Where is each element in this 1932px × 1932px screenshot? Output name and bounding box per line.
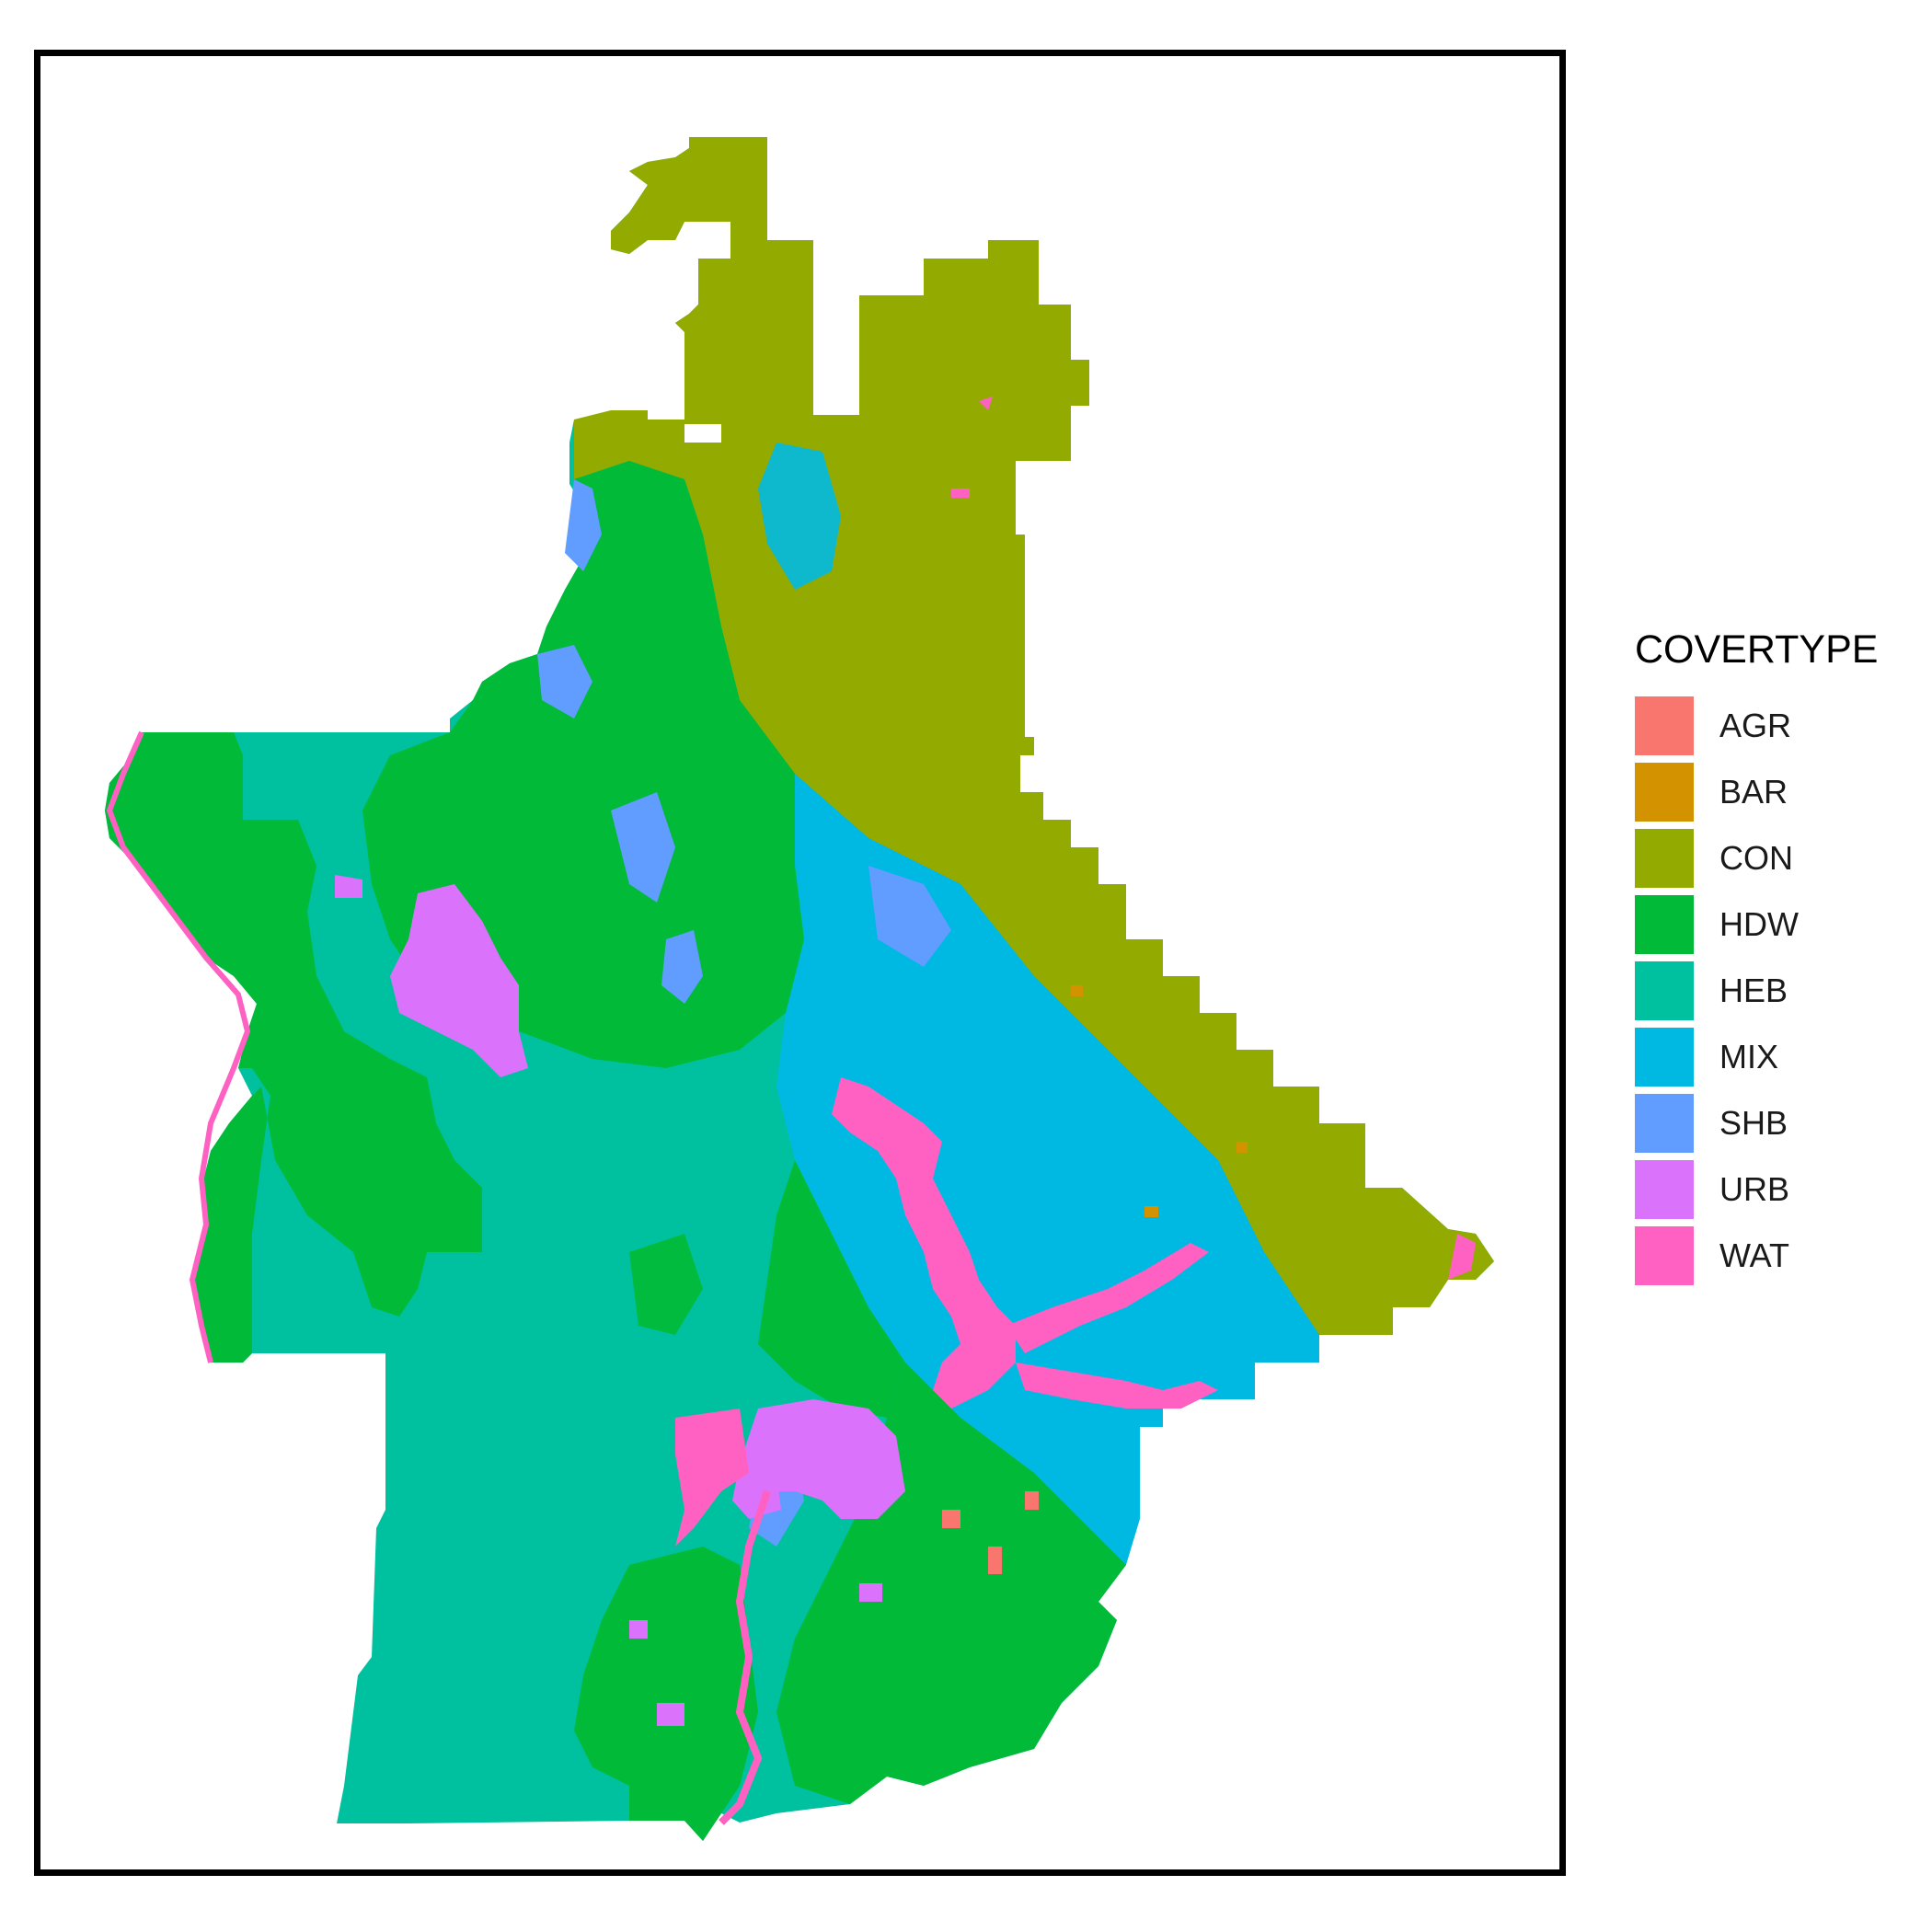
region-wat-lake (832, 1077, 1016, 1409)
legend-swatch (1633, 893, 1696, 956)
legend-label: SHB (1719, 1104, 1788, 1142)
legend-swatch (1633, 1158, 1696, 1221)
map-panel (34, 50, 1566, 1876)
region-bar-3 (1236, 1142, 1248, 1153)
region-shb-3 (611, 792, 675, 903)
legend-item-shb: SHB (1633, 1090, 1918, 1156)
legend-item-bar: BAR (1633, 759, 1918, 825)
region-bar-1 (1144, 1206, 1158, 1217)
region-shb-4 (868, 866, 951, 967)
legend-swatch (1633, 761, 1696, 823)
legend-item-heb: HEB (1633, 958, 1918, 1024)
region-wat-north-2 (951, 489, 970, 498)
region-shb-6 (661, 930, 703, 1004)
region-hdw-central (758, 1160, 905, 1418)
region-hdw-mid (629, 1234, 703, 1335)
region-hdw-west (105, 732, 482, 1363)
legend-item-hdw: HDW (1633, 891, 1918, 958)
legend-item-con: CON (1633, 825, 1918, 891)
region-hdw-south (574, 1547, 758, 1841)
region-wat-east (1448, 1234, 1476, 1280)
legend-item-urb: URB (1633, 1156, 1918, 1223)
legend-label: WAT (1719, 1236, 1789, 1274)
legend-item-mix: MIX (1633, 1024, 1918, 1090)
region-urb-west (390, 884, 528, 1077)
region-wat-arm (1006, 1243, 1209, 1353)
region-shb-1 (565, 479, 602, 571)
region-urb-small-3 (859, 1583, 882, 1602)
region-wat-south (675, 1409, 749, 1547)
legend-label: HEB (1719, 972, 1788, 1009)
legend-label: CON (1719, 839, 1793, 877)
legend-swatch (1633, 1026, 1696, 1088)
region-hdw-se (776, 1363, 1126, 1804)
legend-swatch (1633, 827, 1696, 890)
legend-title: COVERTYPE (1635, 627, 1879, 672)
legend-swatch (1633, 1092, 1696, 1155)
legend-swatch (1633, 1225, 1696, 1287)
region-agr-2 (988, 1547, 1002, 1574)
region-agr-3 (1025, 1491, 1039, 1510)
legend-label: MIX (1719, 1038, 1779, 1075)
legend-label: URB (1719, 1170, 1790, 1208)
region-urb-south-2 (732, 1464, 781, 1519)
legend-label: BAR (1719, 773, 1788, 811)
region-urb-south (740, 1399, 905, 1519)
legend-swatch (1633, 960, 1696, 1022)
legend-item-wat: WAT (1633, 1223, 1918, 1289)
legend: COVERTYPE AGR BAR CON HDW HEB MIX SHB URB WAT (1633, 627, 1918, 1289)
region-con (574, 137, 1494, 1335)
region-agr-1 (942, 1510, 960, 1528)
region-mix-north (758, 443, 841, 590)
region-wat-river-west (106, 730, 251, 1363)
legend-label: AGR (1719, 707, 1792, 744)
region-wat-river (719, 1489, 771, 1825)
region-shb-2 (537, 645, 592, 719)
region-wat-arm-2 (1016, 1363, 1218, 1409)
legend-label: HDW (1719, 905, 1799, 943)
region-wat-north (979, 397, 993, 410)
region-bar-2 (1071, 985, 1083, 996)
cover-type-map (105, 137, 1494, 1841)
legend-swatch (1633, 695, 1696, 757)
legend-items: AGR BAR CON HDW HEB MIX SHB URB WAT (1633, 693, 1918, 1289)
legend-item-agr: AGR (1633, 693, 1918, 759)
region-urb-small-2 (657, 1703, 684, 1726)
region-mix (776, 774, 1319, 1565)
region-urb-west-2 (335, 875, 362, 898)
region-urb-small-1 (629, 1620, 648, 1639)
